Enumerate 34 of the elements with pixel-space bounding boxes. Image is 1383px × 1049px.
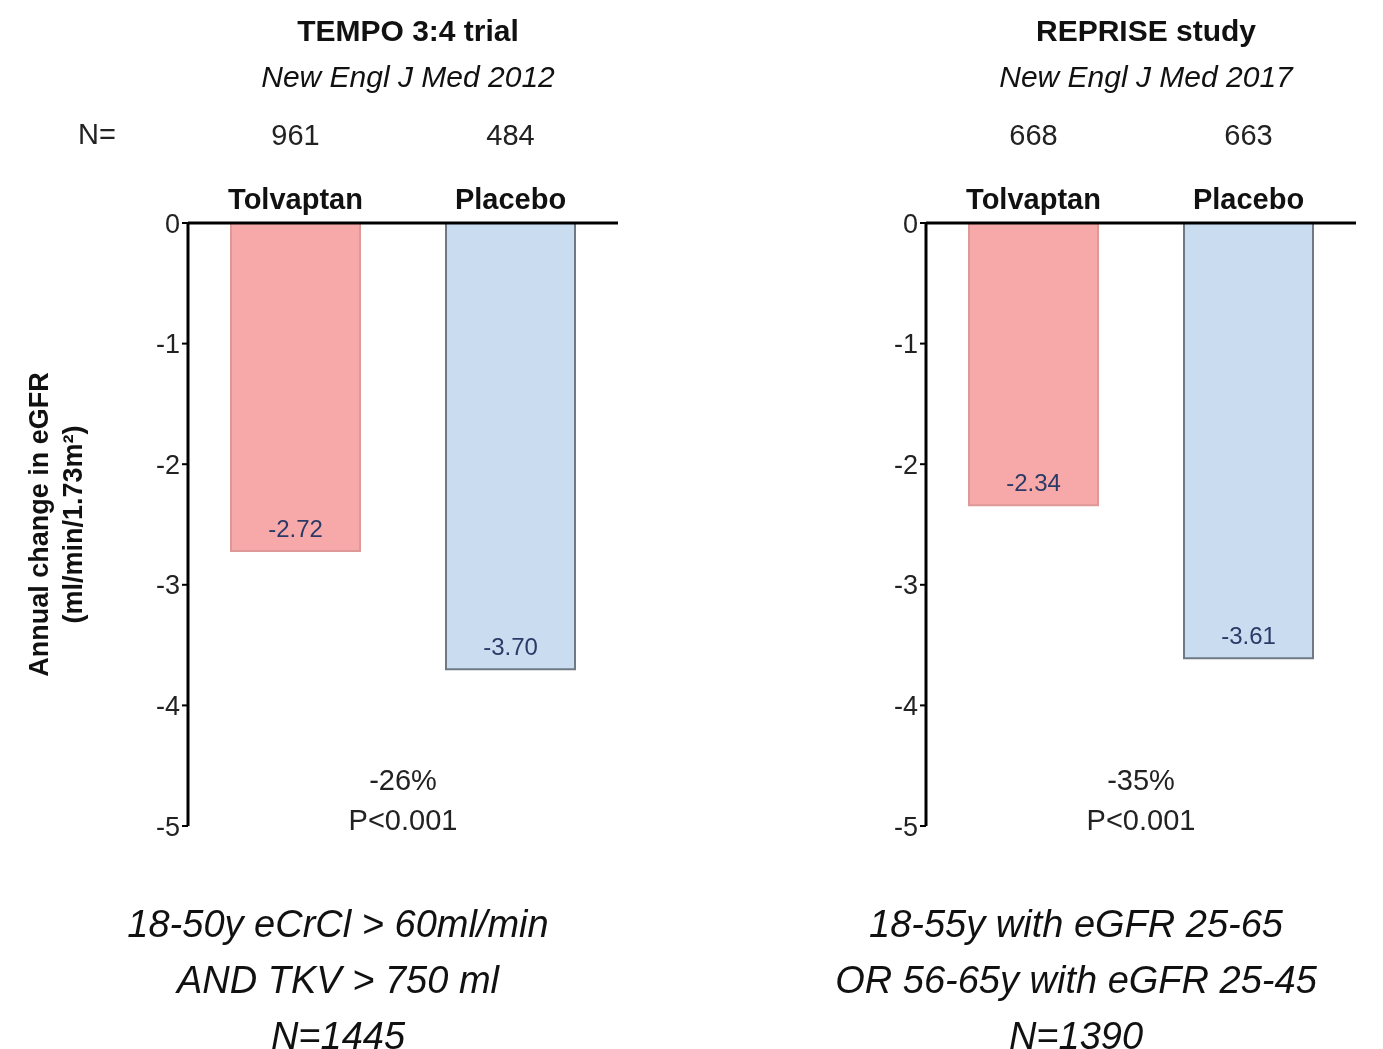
text: 484 bbox=[486, 119, 535, 151]
data-label: -2.72 bbox=[268, 515, 323, 543]
y-tick-label: -5 bbox=[155, 811, 180, 842]
y-tick-label: -2 bbox=[893, 449, 918, 480]
y-tick-label: -2 bbox=[155, 449, 180, 480]
data-label: -2.34 bbox=[1006, 469, 1061, 497]
x-tick-label: Placebo bbox=[454, 183, 567, 215]
text: 663 bbox=[1224, 119, 1273, 151]
chart-title: REPRISE study bbox=[1034, 13, 1258, 49]
data-label: -3.61 bbox=[1221, 622, 1276, 650]
annotation: -26% P<0.001 bbox=[347, 763, 459, 838]
y-tick-label: -3 bbox=[155, 570, 180, 601]
y-tick-label: -1 bbox=[893, 329, 918, 360]
annotation: -35% P<0.001 bbox=[1085, 763, 1197, 838]
chart-title: TEMPO 3:4 trial bbox=[296, 13, 520, 49]
y-tick-label: -4 bbox=[155, 690, 180, 721]
text: 668 bbox=[1009, 119, 1058, 151]
y-tick-label: -1 bbox=[155, 329, 180, 360]
data-label: -3.70 bbox=[483, 633, 538, 661]
x-tick-label: Placebo bbox=[1192, 183, 1305, 215]
chart-subtitle: New Engl J Med 2017 bbox=[998, 59, 1295, 95]
y-tick-label: -3 bbox=[893, 570, 918, 601]
text: N= bbox=[78, 118, 116, 151]
y-tick-label: -4 bbox=[893, 690, 918, 721]
text: 961 bbox=[271, 119, 320, 151]
y-tick-label: -5 bbox=[893, 811, 918, 842]
y-axis-title: Annual change in eGFR (ml/min/1.73m²) bbox=[24, 372, 88, 677]
x-tick-label: Tolvaptan bbox=[966, 183, 1101, 215]
chart-subtitle: New Engl J Med 2012 bbox=[260, 59, 556, 95]
text: 18-50y eCrCl > 60ml/min AND TKV > 750 ml N=1445 bbox=[126, 902, 550, 1049]
y-tick-label: 0 bbox=[902, 208, 918, 239]
y-tick-label: 0 bbox=[164, 208, 180, 239]
x-tick-label: Tolvaptan bbox=[228, 183, 363, 215]
text: 18-55y with eGFR 25-65 OR 56-65y with eGFR 25-45 N=1390 bbox=[834, 902, 1318, 1049]
